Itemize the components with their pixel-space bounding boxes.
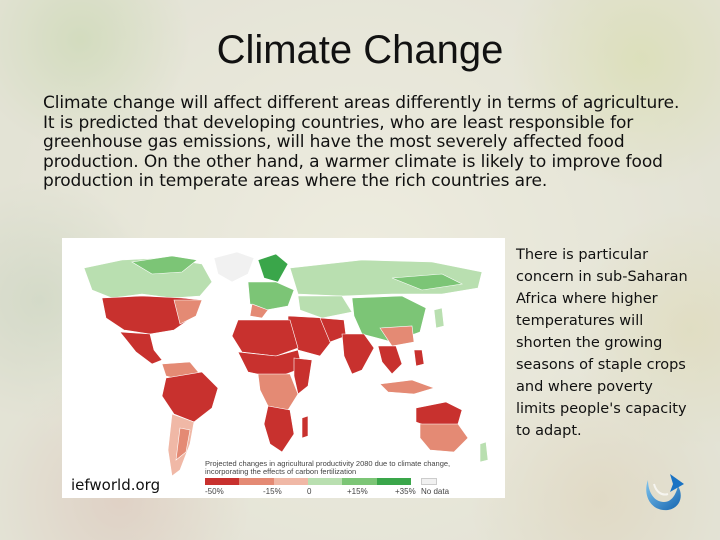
map-region-se-asia xyxy=(377,345,403,375)
world-map-image: Projected changes in agricultural produc… xyxy=(62,238,505,498)
legend-labels: -50% -15% 0 +15% +35% No data xyxy=(205,487,495,496)
legend-swatch xyxy=(342,478,377,485)
legend-swatch xyxy=(273,478,308,485)
swirl-arrow-icon[interactable] xyxy=(640,470,686,516)
map-region-mexico xyxy=(119,331,163,365)
map-region-new-zealand xyxy=(479,441,489,463)
map-region-india xyxy=(341,333,375,375)
map-legend: Projected changes in agricultural produc… xyxy=(205,460,495,496)
map-region-central-africa xyxy=(257,373,299,411)
world-map-graphic xyxy=(83,251,489,477)
map-region-southern-africa xyxy=(263,405,295,453)
map-region-russia xyxy=(289,259,483,297)
map-region-canada-north xyxy=(131,255,198,275)
map-region-usa-east xyxy=(173,299,203,325)
legend-no-data-swatch xyxy=(421,478,437,485)
legend-color-scale xyxy=(205,478,411,485)
legend-label: 0 xyxy=(307,487,312,496)
map-region-southern-europe xyxy=(249,303,269,319)
legend-label: -15% xyxy=(263,487,282,496)
intro-paragraph: Climate change will affect different are… xyxy=(43,93,680,191)
map-region-north-africa xyxy=(231,319,299,357)
map-region-argentina xyxy=(175,427,191,461)
map-region-indonesia xyxy=(379,379,435,395)
legend-swatch xyxy=(205,478,240,485)
legend-label: +15% xyxy=(347,487,368,496)
map-region-brazil xyxy=(161,371,219,423)
map-region-russia-east xyxy=(391,273,463,291)
map-region-japan xyxy=(433,307,445,329)
map-region-madagascar xyxy=(301,415,309,439)
map-region-australia-south xyxy=(419,423,469,453)
image-credit: iefworld.org xyxy=(67,474,167,496)
map-region-philippines xyxy=(413,349,425,367)
map-region-scandinavia xyxy=(257,253,289,283)
map-region-greenland xyxy=(213,251,255,283)
legend-swatch xyxy=(376,478,411,485)
map-region-europe xyxy=(247,281,295,311)
legend-label: +35% xyxy=(395,487,416,496)
slide-title: Climate Change xyxy=(216,28,504,72)
map-region-kazakhstan xyxy=(297,295,353,319)
side-note: There is particular concern in sub-Sahar… xyxy=(516,247,688,439)
legend-swatch xyxy=(307,478,343,485)
legend-title: Projected changes in agricultural produc… xyxy=(205,459,451,476)
legend-label: -50% xyxy=(205,487,224,496)
swirl-arrow-graphic xyxy=(646,474,684,511)
legend-label: No data xyxy=(421,487,450,496)
map-region-east-africa xyxy=(293,357,313,395)
legend-swatch xyxy=(239,478,274,485)
map-region-china-south xyxy=(379,325,415,347)
